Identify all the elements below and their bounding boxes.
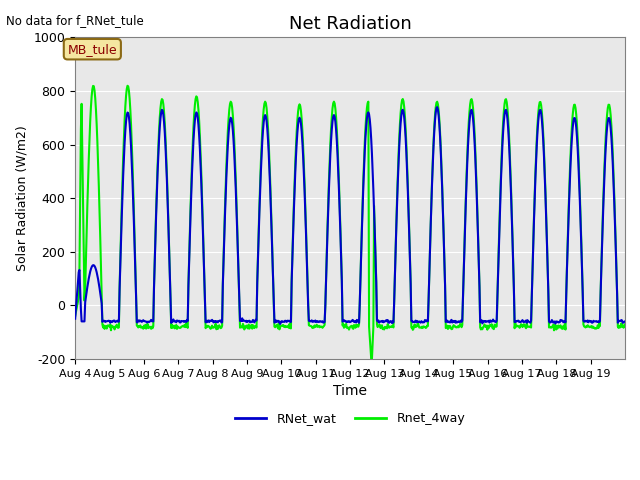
Rnet_4way — [439, 206, 447, 212]
RNet_wat — [136, 319, 143, 324]
Line: RNet_wat: RNet_wat — [75, 107, 625, 324]
Rnet_4way — [136, 323, 144, 328]
Y-axis label: Solar Radiation (W/m2): Solar Radiation (W/m2) — [15, 125, 28, 271]
X-axis label: Time: Time — [333, 384, 367, 398]
RNet_wat — [71, 316, 79, 322]
Line: Rnet_4way: Rnet_4way — [75, 86, 625, 359]
Text: No data for f_RNet_tule: No data for f_RNet_tule — [6, 14, 144, 27]
RNet_wat — [285, 318, 293, 324]
Rnet_4way — [285, 321, 293, 327]
RNet_wat — [621, 319, 629, 324]
Rnet_4way — [237, 324, 245, 330]
Legend: RNet_wat, Rnet_4way: RNet_wat, Rnet_4way — [230, 407, 470, 430]
RNet_wat — [264, 136, 272, 142]
Text: MB_tule: MB_tule — [68, 43, 117, 56]
RNet_wat — [237, 318, 244, 324]
Rnet_4way — [367, 356, 375, 362]
RNet_wat — [433, 104, 441, 110]
Rnet_4way — [408, 324, 416, 330]
Rnet_4way — [71, 313, 79, 319]
Title: Net Radiation: Net Radiation — [289, 15, 412, 33]
RNet_wat — [439, 208, 447, 214]
Rnet_4way — [265, 139, 273, 145]
RNet_wat — [276, 321, 284, 327]
Rnet_4way — [621, 322, 629, 327]
Rnet_4way — [124, 83, 131, 89]
RNet_wat — [408, 318, 415, 324]
